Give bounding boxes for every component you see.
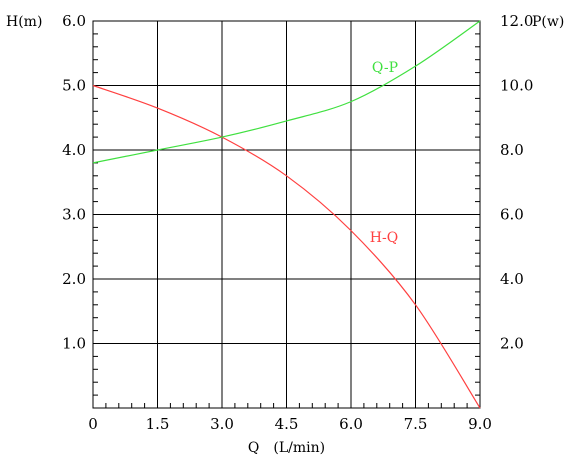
series-label-q-p: Q-P [372, 60, 398, 76]
y-left-tick-label: 2.0 [62, 270, 86, 288]
grid [92, 20, 481, 409]
y-left-axis-title: H(m) [6, 14, 42, 30]
y-right-tick-label: 2.0 [500, 335, 524, 353]
label-layer: H(m) P(w) Q (L/min) 0 1.5 3.0 4.5 6.0 7.5 9.0 1… [6, 12, 564, 456]
series-layer [92, 20, 481, 409]
x-tick-label: 6.0 [339, 415, 363, 433]
y-left-tick-label: 6.0 [62, 12, 86, 30]
minor-ticks [92, 20, 481, 409]
y-right-tick-label: 4.0 [500, 270, 524, 288]
series-line-q-p [92, 20, 481, 164]
y-left-tick-label: 1.0 [62, 335, 86, 353]
y-right-tick-label: 6.0 [500, 206, 524, 224]
series-line-h-q [92, 84, 481, 409]
y-right-tick-label: 12.0 [500, 12, 533, 30]
y-left-tick-label: 4.0 [62, 141, 86, 159]
y-right-tick-label: 8.0 [500, 141, 524, 159]
y-left-tick-label: 3.0 [62, 206, 86, 224]
x-tick-label: 7.5 [404, 415, 428, 433]
x-tick-label: 1.5 [146, 415, 170, 433]
series-label-h-q: H-Q [370, 230, 398, 246]
x-tick-label: 9.0 [468, 415, 492, 433]
y-right-axis-title: P(w) [532, 14, 564, 30]
y-right-tick-label: 10.0 [500, 77, 533, 95]
x-tick-label: 0 [88, 415, 98, 433]
x-tick-label: 4.5 [275, 415, 299, 433]
x-tick-label: 3.0 [210, 415, 234, 433]
x-axis-title: Q (L/min) [248, 440, 325, 456]
y-left-tick-label: 5.0 [62, 77, 86, 95]
